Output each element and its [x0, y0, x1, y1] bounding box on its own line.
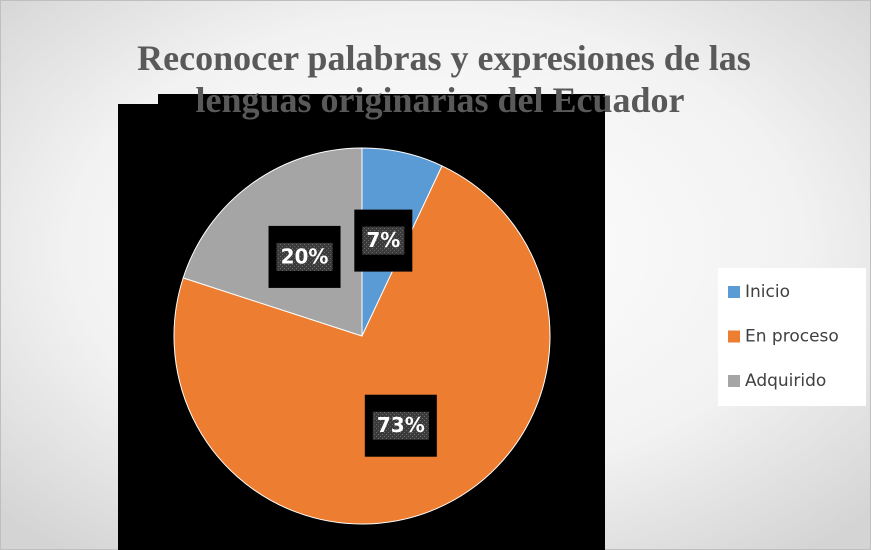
pie-slice — [173, 165, 551, 525]
legend-swatch — [728, 286, 740, 298]
data-label-inner — [372, 411, 429, 440]
legend-swatch — [728, 330, 740, 343]
legend-label: En proceso — [745, 327, 839, 347]
data-label: 73% — [377, 413, 425, 437]
chart-title: lenguas originarias del Ecuador — [195, 80, 684, 120]
legend-label: Adquirido — [745, 371, 826, 391]
chart-title: Reconocer palabras y expresiones de las — [137, 38, 751, 78]
data-label-inner — [276, 242, 333, 271]
data-label: 7% — [366, 228, 400, 252]
legend-box — [718, 268, 866, 406]
data-label-inner — [362, 226, 405, 255]
legend-label: Inicio — [745, 282, 790, 302]
data-label: 20% — [281, 244, 329, 268]
legend-swatch — [728, 375, 740, 387]
